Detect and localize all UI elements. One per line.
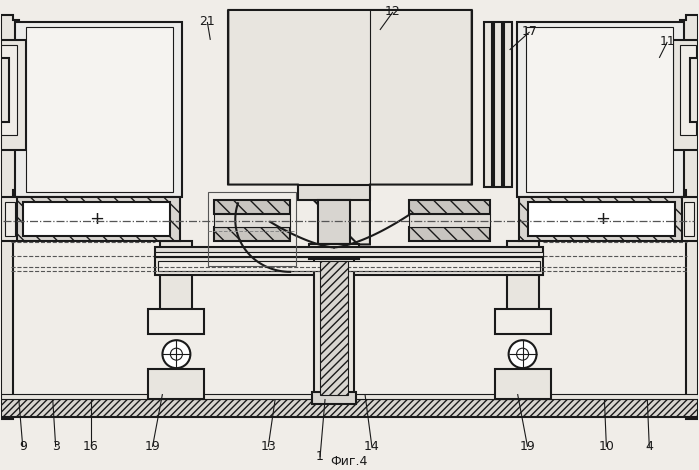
Circle shape bbox=[517, 348, 528, 360]
Text: 17: 17 bbox=[521, 25, 538, 39]
Bar bbox=[155, 247, 542, 258]
Bar bbox=[484, 22, 491, 187]
Bar bbox=[682, 196, 698, 242]
Text: 19: 19 bbox=[519, 440, 535, 454]
Circle shape bbox=[509, 340, 537, 368]
Bar bbox=[519, 196, 683, 242]
Text: 10: 10 bbox=[598, 440, 614, 454]
Polygon shape bbox=[215, 227, 290, 242]
Text: +: + bbox=[595, 211, 610, 228]
Bar bbox=[155, 252, 542, 257]
Text: 21: 21 bbox=[199, 16, 215, 29]
Bar bbox=[314, 258, 354, 399]
Bar bbox=[309, 244, 359, 259]
Circle shape bbox=[162, 340, 190, 368]
Bar bbox=[1, 58, 9, 122]
Text: 4: 4 bbox=[645, 440, 654, 454]
Text: +: + bbox=[89, 211, 104, 228]
Polygon shape bbox=[680, 15, 698, 419]
Text: Фиг.4: Фиг.4 bbox=[331, 455, 368, 469]
Polygon shape bbox=[229, 10, 472, 244]
Text: 1: 1 bbox=[316, 450, 324, 463]
Text: 13: 13 bbox=[260, 440, 276, 454]
Bar bbox=[1, 394, 698, 399]
Bar bbox=[15, 22, 182, 196]
Bar bbox=[507, 242, 538, 331]
Circle shape bbox=[171, 348, 182, 360]
Bar bbox=[16, 196, 180, 242]
Bar bbox=[528, 202, 675, 236]
Polygon shape bbox=[1, 15, 19, 419]
Bar bbox=[318, 200, 350, 244]
Polygon shape bbox=[409, 200, 490, 214]
Bar bbox=[673, 40, 698, 149]
Text: 16: 16 bbox=[82, 440, 99, 454]
Bar bbox=[23, 202, 171, 236]
Bar bbox=[148, 369, 204, 399]
Bar bbox=[504, 22, 512, 187]
Bar bbox=[680, 45, 696, 135]
Bar bbox=[684, 202, 694, 236]
Bar bbox=[298, 185, 370, 200]
Text: 19: 19 bbox=[145, 440, 160, 454]
Polygon shape bbox=[409, 227, 490, 242]
Bar bbox=[320, 261, 348, 395]
Bar bbox=[495, 369, 551, 399]
Text: 14: 14 bbox=[364, 440, 380, 454]
Bar bbox=[161, 242, 192, 331]
Bar bbox=[493, 22, 502, 187]
Text: 9: 9 bbox=[19, 440, 27, 454]
Bar bbox=[208, 192, 296, 266]
Bar bbox=[148, 309, 204, 334]
Bar bbox=[5, 202, 15, 236]
Text: 11: 11 bbox=[659, 35, 675, 48]
Bar bbox=[690, 58, 698, 122]
Bar bbox=[1, 45, 17, 135]
Bar bbox=[526, 27, 673, 192]
Text: 3: 3 bbox=[52, 440, 59, 454]
Bar bbox=[312, 392, 356, 404]
Bar bbox=[495, 309, 551, 334]
Bar bbox=[517, 22, 684, 196]
Bar bbox=[1, 196, 17, 242]
Polygon shape bbox=[409, 214, 490, 227]
Text: 12: 12 bbox=[385, 6, 401, 18]
Bar bbox=[155, 258, 542, 275]
Polygon shape bbox=[215, 200, 290, 214]
Bar bbox=[1, 40, 26, 149]
Bar bbox=[159, 261, 540, 271]
Bar bbox=[1, 399, 698, 417]
Bar bbox=[26, 27, 173, 192]
Polygon shape bbox=[215, 214, 290, 227]
